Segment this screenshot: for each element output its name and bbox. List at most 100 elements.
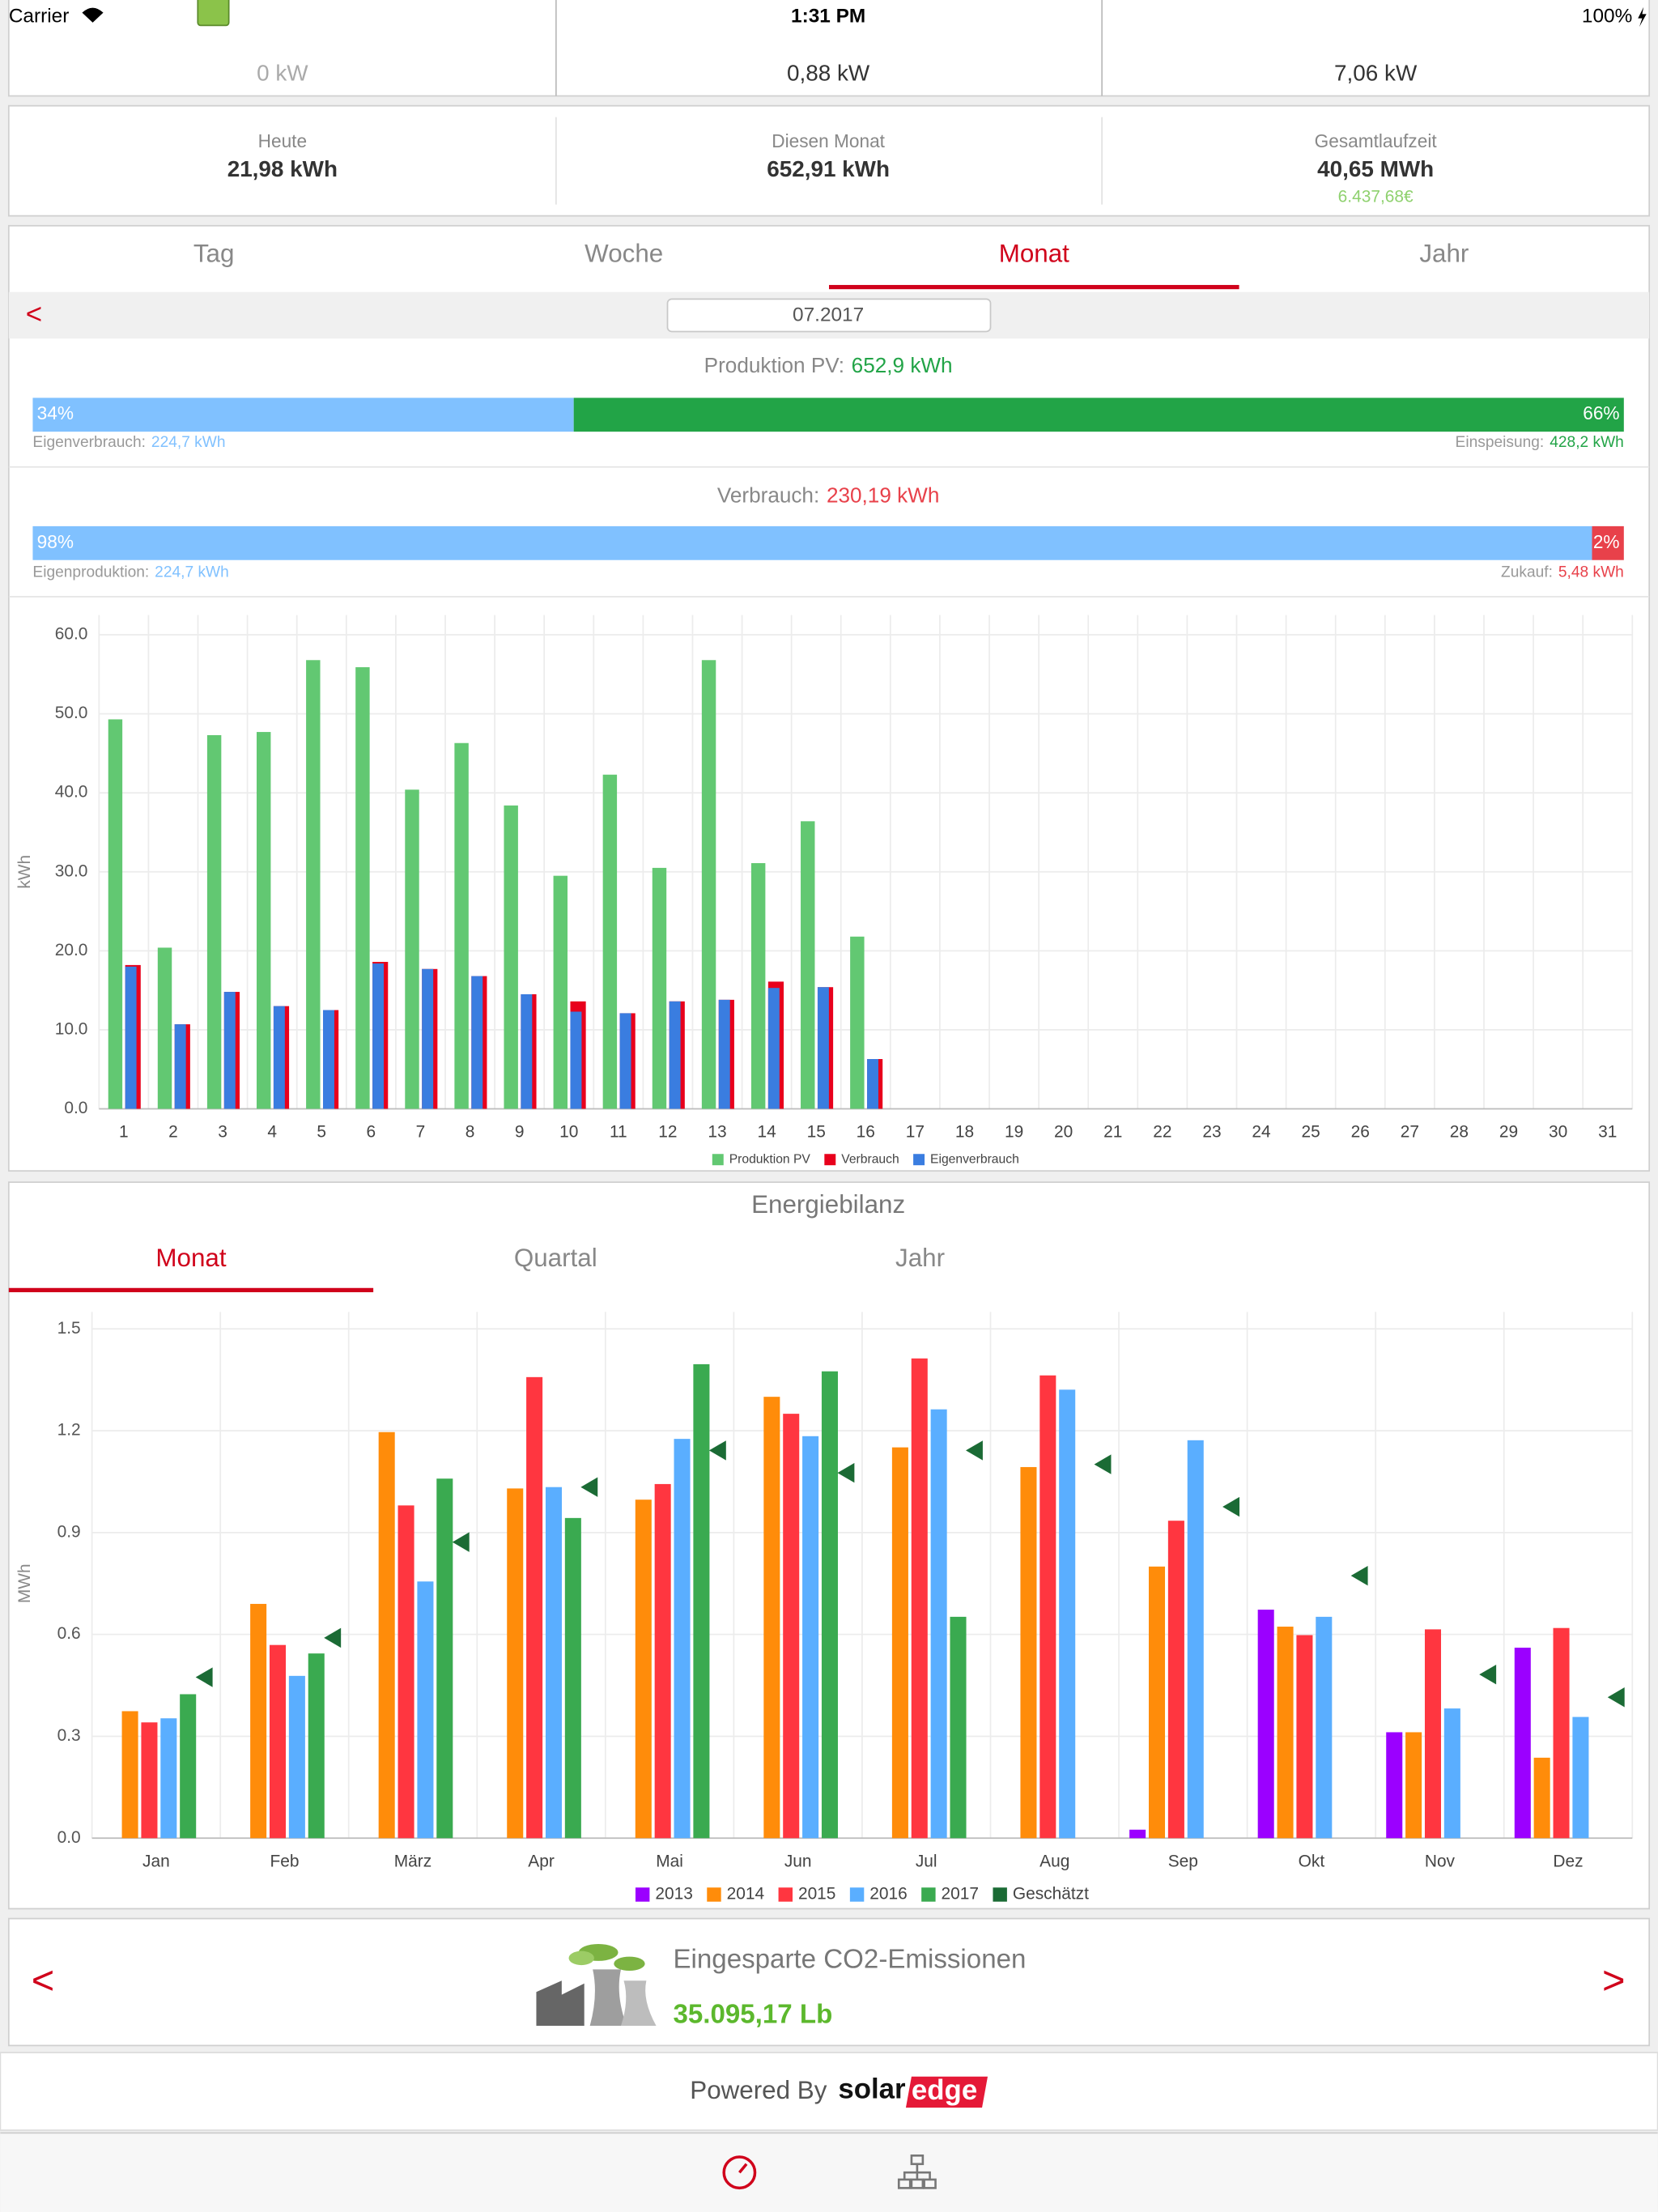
y-tick-label: 0.0 bbox=[57, 1828, 81, 1847]
x-tick-label: 16 bbox=[857, 1123, 875, 1142]
clock: 1:31 PM bbox=[791, 5, 865, 27]
summary-label: Heute bbox=[258, 130, 307, 151]
bar bbox=[821, 1371, 838, 1839]
bar bbox=[1277, 1627, 1294, 1839]
legend-swatch bbox=[993, 1887, 1007, 1902]
x-tick-label: 18 bbox=[955, 1123, 974, 1142]
bar bbox=[652, 867, 667, 1109]
y-axis-label: MWh bbox=[15, 1563, 34, 1603]
bar bbox=[1129, 1829, 1146, 1839]
power-value: 0 kW bbox=[257, 61, 308, 86]
tab-bar bbox=[0, 2133, 1658, 2212]
split-segment bbox=[573, 398, 1624, 432]
bar bbox=[1316, 1616, 1333, 1839]
bar bbox=[454, 742, 469, 1109]
tab[interactable]: Quartal bbox=[514, 1244, 597, 1272]
brand-edge: edge bbox=[912, 2074, 977, 2106]
y-tick-label: 1.2 bbox=[57, 1421, 81, 1440]
prev-arrow[interactable]: < bbox=[32, 1959, 54, 2003]
bar bbox=[436, 1478, 453, 1839]
bar bbox=[1257, 1610, 1274, 1839]
tab[interactable]: Woche bbox=[585, 240, 663, 268]
x-tick-label: 28 bbox=[1450, 1123, 1469, 1142]
split-left-value: 224,7 kWh bbox=[151, 434, 226, 451]
bar bbox=[602, 774, 618, 1109]
x-tick-label: Feb bbox=[270, 1852, 299, 1870]
split-label: Produktion PV: bbox=[704, 353, 844, 377]
tab[interactable]: Jahr bbox=[895, 1244, 945, 1272]
split-percent: 98% bbox=[37, 531, 74, 552]
tab[interactable]: Tag bbox=[193, 240, 235, 268]
legend-swatch bbox=[913, 1154, 925, 1166]
split-left-value: 224,7 kWh bbox=[155, 564, 229, 581]
bar bbox=[269, 1644, 287, 1839]
x-tick-label: 26 bbox=[1351, 1123, 1370, 1142]
estimate-marker bbox=[580, 1477, 598, 1497]
bar bbox=[763, 1397, 780, 1839]
back-arrow[interactable]: < bbox=[26, 298, 42, 330]
bar bbox=[1514, 1648, 1531, 1839]
estimate-marker bbox=[1350, 1565, 1368, 1586]
split-percent: 66% bbox=[1583, 402, 1619, 423]
legend-swatch bbox=[824, 1154, 836, 1166]
bar bbox=[372, 963, 385, 1109]
split-right-label: Zukauf: bbox=[1501, 564, 1553, 581]
x-tick-label: 13 bbox=[708, 1123, 726, 1142]
consumption-split: Verbrauch: 230,19 kWh 98% 2% Eigenproduktion… bbox=[32, 483, 1624, 581]
bar bbox=[654, 1483, 671, 1839]
split-title: Verbrauch: 230,19 kWh bbox=[717, 483, 939, 507]
bar bbox=[635, 1499, 652, 1839]
y-tick-label: 1.5 bbox=[57, 1319, 81, 1338]
bar bbox=[570, 1011, 582, 1109]
y-tick-label: 50.0 bbox=[55, 704, 88, 722]
estimate-marker bbox=[452, 1532, 470, 1552]
tab-indicator bbox=[829, 284, 1239, 290]
bar bbox=[180, 1694, 197, 1839]
co2-value: 35.095,17 Lb bbox=[673, 2000, 832, 2030]
layout-tab[interactable] bbox=[897, 2154, 937, 2189]
charging-icon bbox=[1638, 6, 1647, 28]
split-right-value: 428,2 kWh bbox=[1550, 434, 1624, 451]
y-axis-label: kWh bbox=[15, 855, 34, 889]
next-arrow[interactable]: > bbox=[1602, 1959, 1625, 2003]
bar bbox=[1533, 1757, 1550, 1839]
y-tick-label: 20.0 bbox=[55, 941, 88, 959]
bar bbox=[273, 1006, 285, 1109]
bar bbox=[157, 947, 172, 1109]
x-tick-label: 10 bbox=[559, 1123, 578, 1142]
tab[interactable]: Monat bbox=[155, 1244, 226, 1272]
tab[interactable]: Jahr bbox=[1419, 240, 1469, 268]
bar bbox=[223, 992, 236, 1109]
split-segment bbox=[32, 525, 1592, 560]
co2-icon bbox=[536, 1943, 657, 2027]
date: 07.2017 bbox=[793, 304, 864, 326]
estimate-marker bbox=[1607, 1687, 1625, 1708]
x-tick-label: Mai bbox=[656, 1852, 683, 1870]
bar bbox=[674, 1439, 691, 1839]
y-tick-label: 0.6 bbox=[57, 1624, 81, 1643]
bar bbox=[750, 863, 766, 1109]
bar bbox=[405, 789, 419, 1109]
x-tick-label: 25 bbox=[1302, 1123, 1320, 1142]
bar bbox=[1167, 1521, 1184, 1839]
bar bbox=[783, 1414, 800, 1839]
legend-swatch bbox=[635, 1887, 650, 1902]
x-tick-label: Dez bbox=[1553, 1852, 1583, 1870]
split-total: 230,19 kWh bbox=[827, 483, 939, 507]
split-left-label: Eigenverbrauch: bbox=[32, 434, 146, 451]
bar bbox=[564, 1517, 581, 1839]
bar bbox=[507, 1488, 524, 1839]
tab[interactable]: Monat bbox=[999, 240, 1069, 268]
bar bbox=[1039, 1375, 1056, 1839]
bar bbox=[1148, 1566, 1166, 1839]
split-right-value: 5,48 kWh bbox=[1558, 564, 1624, 581]
date-box[interactable] bbox=[666, 298, 992, 333]
summary-label: Gesamtlaufzeit bbox=[1315, 130, 1438, 151]
x-tick-label: März bbox=[394, 1852, 432, 1870]
dashboard-tab[interactable] bbox=[722, 2155, 757, 2190]
bar bbox=[1020, 1466, 1037, 1839]
bar bbox=[125, 966, 137, 1109]
x-tick-label: 2 bbox=[168, 1123, 178, 1142]
legend-label: Geschätzt bbox=[1013, 1884, 1089, 1903]
bar bbox=[1386, 1732, 1403, 1839]
